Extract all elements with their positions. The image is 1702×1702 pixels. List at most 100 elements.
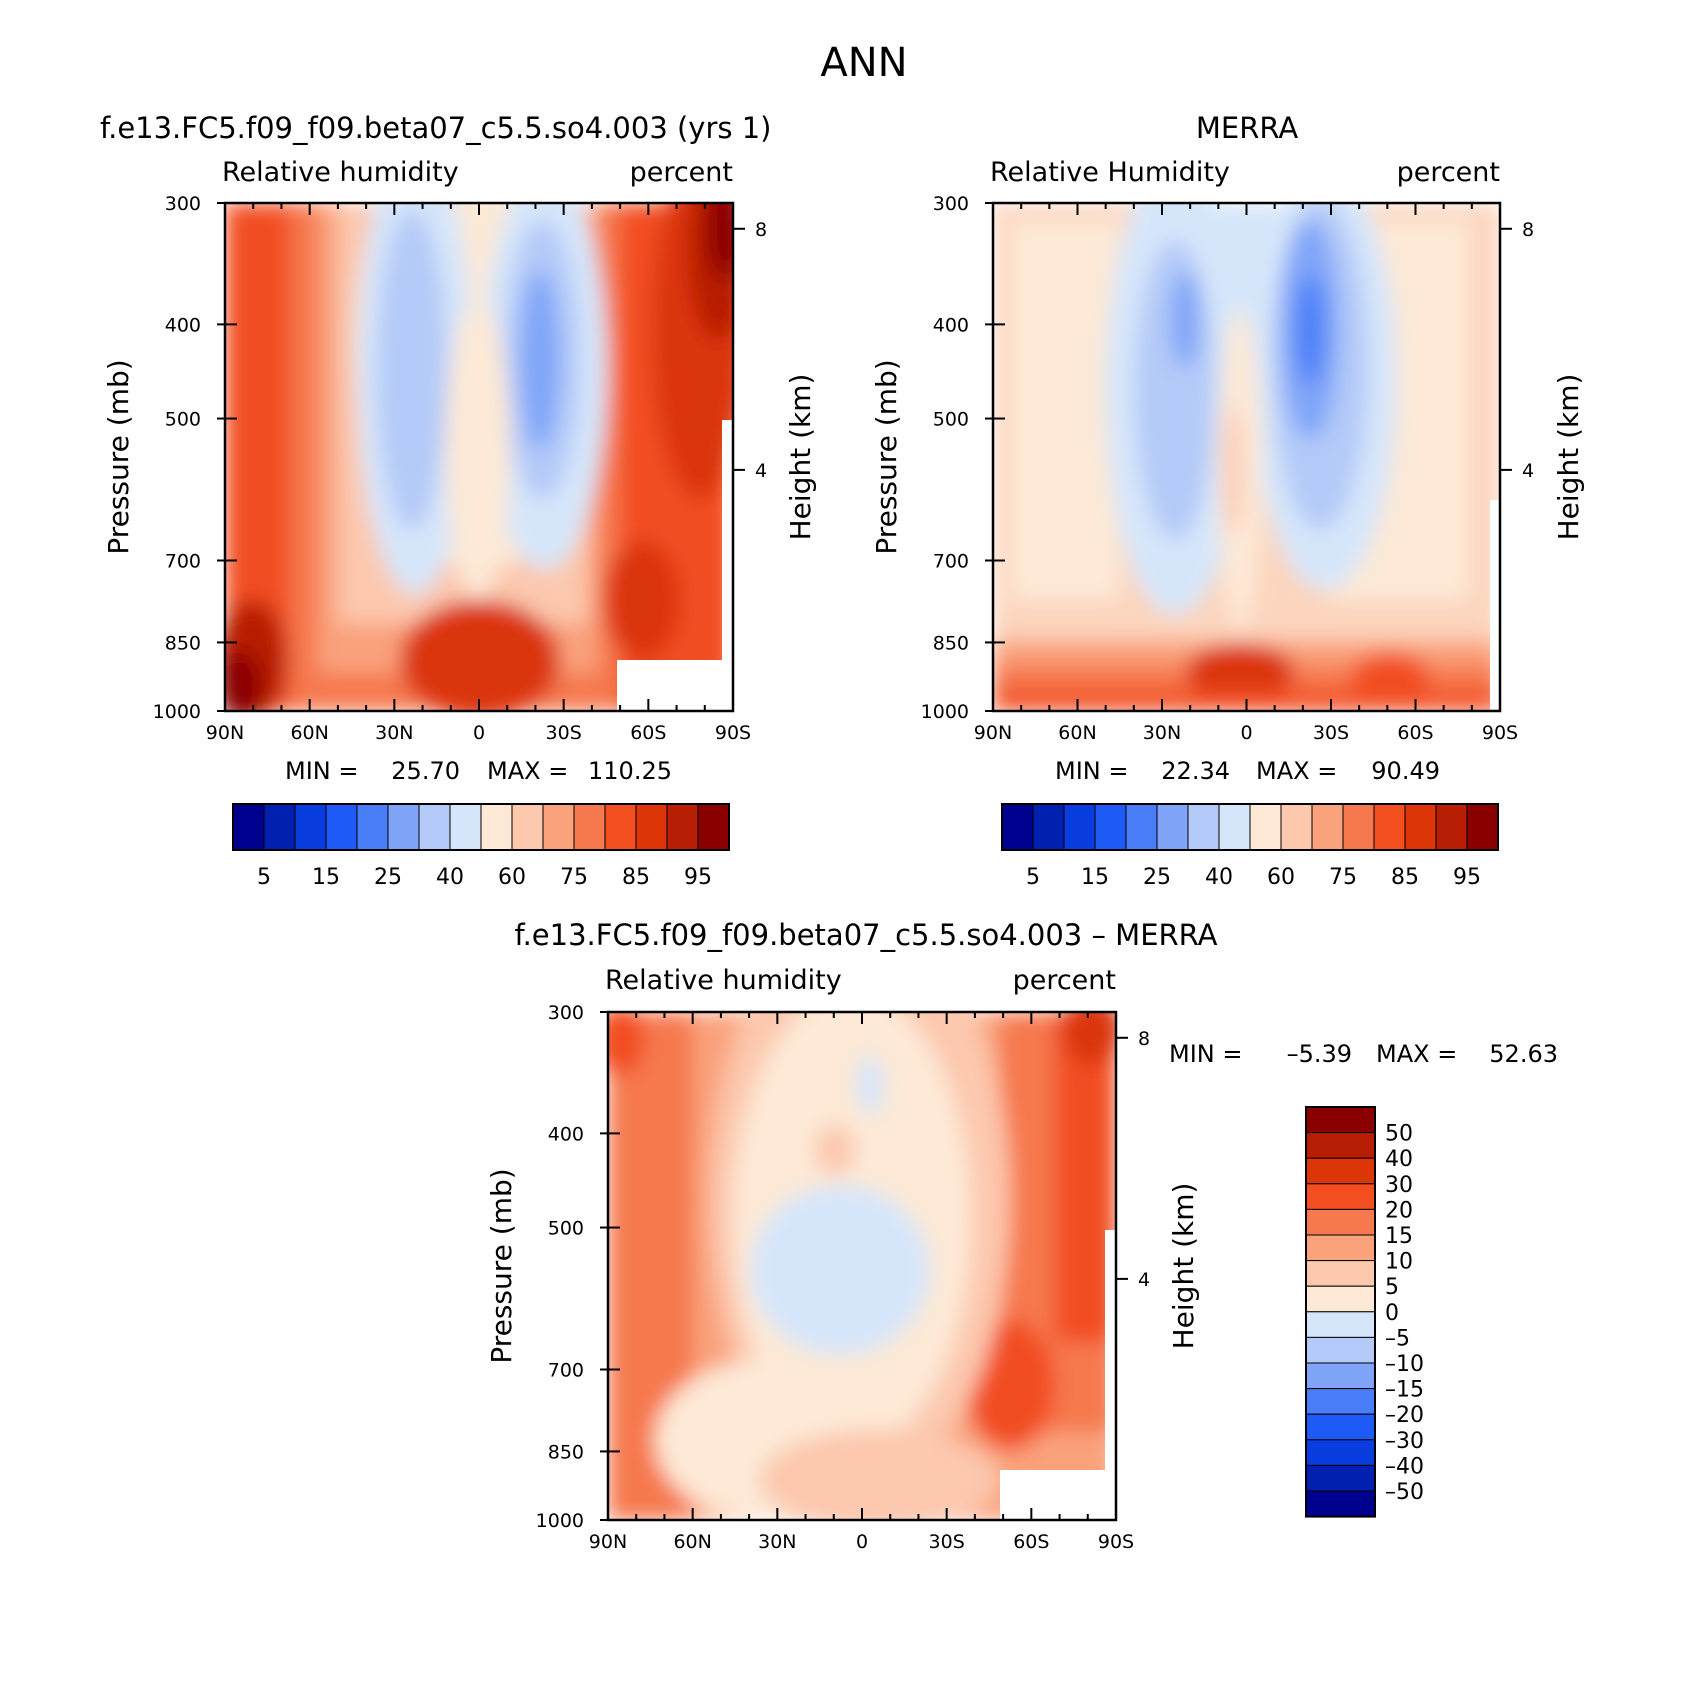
x-tick-label: 90S	[1098, 1531, 1134, 1553]
colorbar-swatch	[1305, 1336, 1376, 1364]
colorbar-label: 60	[498, 865, 526, 890]
x-tick-label: 60N	[1058, 722, 1096, 744]
colorbar-swatch	[1305, 1413, 1376, 1441]
height-tick-label: 4	[1522, 460, 1534, 482]
colorbar-swatch	[418, 803, 451, 851]
colorbar-swatch	[1063, 803, 1096, 851]
panel-title: f.e13.FC5.f09_f09.beta07_c5.5.so4.003 – …	[514, 918, 1217, 952]
colorbar-frame	[1305, 1106, 1376, 1518]
x-tick-label: 0	[1240, 722, 1252, 744]
y-axis-label: Pressure (mb)	[485, 1168, 518, 1363]
y-tick-label: 500	[548, 1218, 584, 1240]
x-tick-label: 30N	[375, 722, 413, 744]
panel-title: MERRA	[1196, 111, 1298, 145]
min-value: –5.39	[1287, 1040, 1352, 1068]
colorbar-label: 40	[1205, 865, 1233, 890]
y-axis-label: Pressure (mb)	[102, 359, 135, 554]
x-axis: 90N 60N 30N 0 30S 60S 90S	[589, 1012, 1134, 1553]
colorbar-swatch	[1373, 803, 1406, 851]
colorbar-swatch	[1305, 1208, 1376, 1236]
colorbar-swatch	[356, 803, 389, 851]
colorbar-label: 30	[1385, 1173, 1413, 1198]
colorbar-swatch	[1305, 1106, 1376, 1134]
colorbar-swatch	[449, 803, 482, 851]
min-label: MIN =	[1055, 757, 1128, 785]
colorbar-swatch	[511, 803, 544, 851]
x-tick-label: 30S	[1313, 722, 1349, 744]
panel-difference: f.e13.FC5.f09_f09.beta07_c5.5.so4.003 – …	[485, 918, 1558, 1553]
max-value: 90.49	[1371, 757, 1440, 785]
colorbar: 5 15 25 40 60 75 85 95	[232, 803, 730, 890]
colorbar-swatch	[1311, 803, 1344, 851]
x-tick-label: 90N	[589, 1531, 627, 1553]
height-tick-label: 8	[755, 219, 767, 241]
colorbar-swatch	[604, 803, 637, 851]
colorbar-swatch	[666, 803, 699, 851]
y-axis-label-right: Height (km)	[784, 374, 817, 541]
y-axis-label-right: Height (km)	[1167, 1183, 1200, 1350]
colorbar-swatch	[1305, 1285, 1376, 1313]
x-tick-label: 90S	[1482, 722, 1518, 744]
colorbar-frame	[1001, 803, 1499, 851]
max-label: MAX =	[1376, 1040, 1457, 1068]
figure-title: ANN	[820, 40, 907, 86]
variable-label: Relative Humidity	[990, 157, 1230, 188]
y-tick-label: 300	[548, 1002, 584, 1024]
colorbar-label: 85	[622, 865, 650, 890]
colorbar-swatch	[325, 803, 358, 851]
units-label: percent	[1013, 965, 1116, 996]
colorbar-swatch	[1305, 1234, 1376, 1262]
colorbar-swatch	[1342, 803, 1375, 851]
x-tick-label: 60S	[1013, 1531, 1049, 1553]
colorbar-label: –40	[1385, 1454, 1424, 1479]
colorbar-label: 85	[1391, 865, 1419, 890]
colorbar-swatch	[1305, 1439, 1376, 1466]
y-axis-label: Pressure (mb)	[870, 359, 903, 554]
height-tick-label: 8	[1138, 1028, 1150, 1050]
y-tick-label: 1000	[921, 701, 969, 723]
colorbar-label: 95	[1453, 865, 1481, 890]
y-tick-label: 400	[165, 314, 201, 336]
colorbar-label: 10	[1385, 1250, 1413, 1275]
x-tick-label: 60N	[673, 1531, 711, 1553]
max-value: 110.25	[588, 757, 672, 785]
colorbar-swatch	[263, 803, 296, 851]
y-tick-label: 400	[548, 1123, 584, 1145]
x-tick-label: 90N	[206, 722, 244, 744]
y-axis: 300 400 500 700 850 1000 8 4	[153, 193, 767, 723]
panel-model: f.e13.FC5.f09_f09.beta07_c5.5.so4.003 (y…	[100, 111, 817, 890]
height-tick-label: 4	[1138, 1269, 1150, 1291]
colorbar-swatch	[1218, 803, 1251, 851]
colorbar-swatch	[1466, 803, 1499, 851]
colorbar-label: 60	[1267, 865, 1295, 890]
y-tick-label: 300	[933, 193, 969, 215]
colorbar-label: –30	[1385, 1429, 1424, 1454]
colorbar-swatch	[1249, 803, 1282, 851]
colorbar-label: 25	[1143, 865, 1171, 890]
colorbar-swatch	[1032, 803, 1065, 851]
x-tick-label: 90S	[715, 722, 751, 744]
x-axis: 90N 60N 30N 0 30S 60S 90S	[974, 203, 1518, 744]
colorbar-label: –5	[1385, 1326, 1410, 1351]
x-tick-label: 30S	[929, 1531, 965, 1553]
colorbar-swatch	[1094, 803, 1127, 851]
colorbar-label: 75	[560, 865, 588, 890]
x-axis: 90N 60N 30N 0 30S 60S 90S	[206, 203, 751, 744]
panel-title: f.e13.FC5.f09_f09.beta07_c5.5.so4.003 (y…	[100, 111, 771, 145]
colorbar-swatch	[573, 803, 606, 851]
colorbar-swatch	[1305, 1464, 1376, 1492]
colorbar-swatch	[1187, 803, 1220, 851]
height-tick-label: 4	[755, 460, 767, 482]
colorbar-swatch	[294, 803, 327, 851]
x-tick-label: 90N	[974, 722, 1012, 744]
colorbar-label: 5	[1026, 865, 1040, 890]
colorbar-label: 5	[1385, 1275, 1399, 1300]
x-tick-label: 30S	[546, 722, 582, 744]
colorbar-swatch	[1305, 1362, 1376, 1390]
colorbar: 5 15 25 40 60 75 85 95	[1001, 803, 1499, 890]
colorbar-swatch	[1305, 1157, 1376, 1185]
colorbar-swatch	[1305, 1388, 1376, 1415]
y-tick-label: 850	[548, 1441, 584, 1463]
min-value: 25.70	[391, 757, 460, 785]
